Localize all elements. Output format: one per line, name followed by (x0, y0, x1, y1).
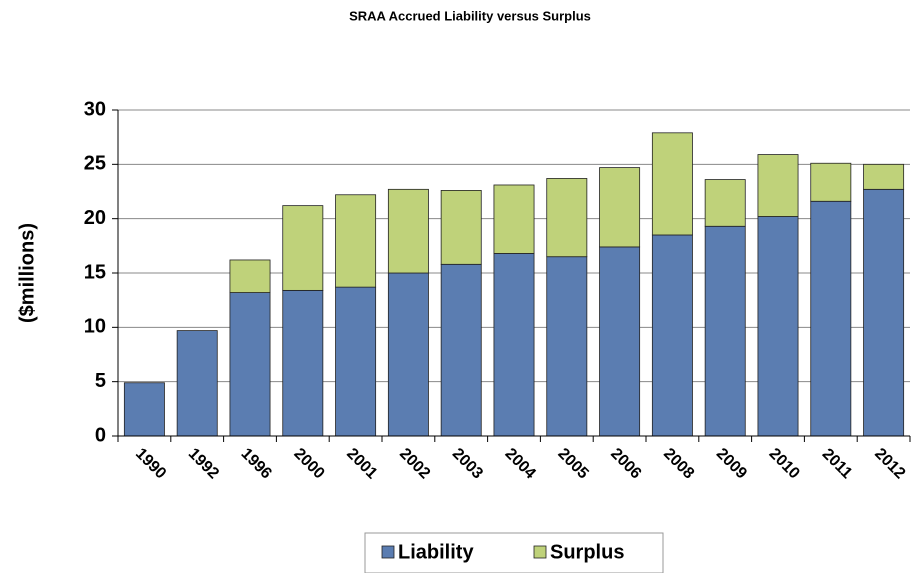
bar-segment (599, 246, 641, 437)
bar-segment (863, 188, 905, 437)
x-tick-label: 2004 (502, 445, 539, 482)
x-tick-label: 1996 (238, 445, 275, 482)
y-tick-label: 25 (84, 153, 106, 175)
legend-swatch (533, 545, 547, 559)
x-tick-label: 2009 (713, 445, 750, 482)
bar-segment (757, 216, 799, 437)
bar-segment (176, 330, 218, 437)
bar-segment (335, 286, 377, 437)
x-tick-label: 2005 (554, 445, 591, 482)
y-tick-label: 5 (95, 370, 106, 392)
bar-segment (651, 234, 693, 437)
x-tick-label: 2000 (290, 445, 327, 482)
x-tick-label: 1990 (132, 445, 169, 482)
x-tick-label: 2002 (396, 445, 433, 482)
bar-segment (704, 225, 746, 437)
y-tick-label: 20 (84, 207, 106, 229)
bar-segment (282, 205, 324, 291)
bar-segment (123, 382, 165, 437)
bar-segment (704, 179, 746, 227)
y-tick-label: 30 (84, 98, 106, 120)
legend-swatch (381, 545, 395, 559)
legend-label: Liability (398, 541, 474, 563)
x-tick-label: 2001 (343, 445, 380, 482)
bar-segment (546, 178, 588, 258)
legend-label: Surplus (550, 541, 624, 563)
x-tick-label: 2010 (766, 445, 803, 482)
chart-title: SRAA Accrued Liability versus Surplus (349, 8, 591, 23)
bar-segment (229, 292, 271, 437)
bar-segment (440, 263, 482, 437)
bar-segment (440, 190, 482, 265)
bar-segment (599, 167, 641, 248)
x-tick-label: 2003 (449, 445, 486, 482)
bar-segment (651, 132, 693, 236)
x-tick-label: 2006 (607, 445, 644, 482)
bar-segment (810, 162, 852, 202)
x-tick-label: 1992 (185, 445, 222, 482)
x-tick-label: 2011 (819, 446, 856, 483)
bar-segment (546, 256, 588, 437)
y-tick-label: 0 (95, 424, 106, 446)
bar-segment (229, 259, 271, 293)
bar-segment (757, 154, 799, 217)
bar-segment (863, 163, 905, 190)
x-tick-label: 2008 (660, 445, 697, 482)
bar-segment (810, 200, 852, 437)
bar-segment (387, 272, 429, 437)
bar-segment (387, 188, 429, 274)
y-tick-label: 15 (84, 261, 106, 283)
bar-segment (493, 253, 535, 437)
x-tick-label: 2012 (871, 445, 908, 482)
y-axis-label: ($millions) (16, 223, 38, 323)
y-tick-label: 10 (84, 316, 106, 338)
bar-segment (493, 184, 535, 254)
legend-box (364, 532, 664, 574)
bar-segment (335, 194, 377, 288)
bar-segment (282, 289, 324, 437)
